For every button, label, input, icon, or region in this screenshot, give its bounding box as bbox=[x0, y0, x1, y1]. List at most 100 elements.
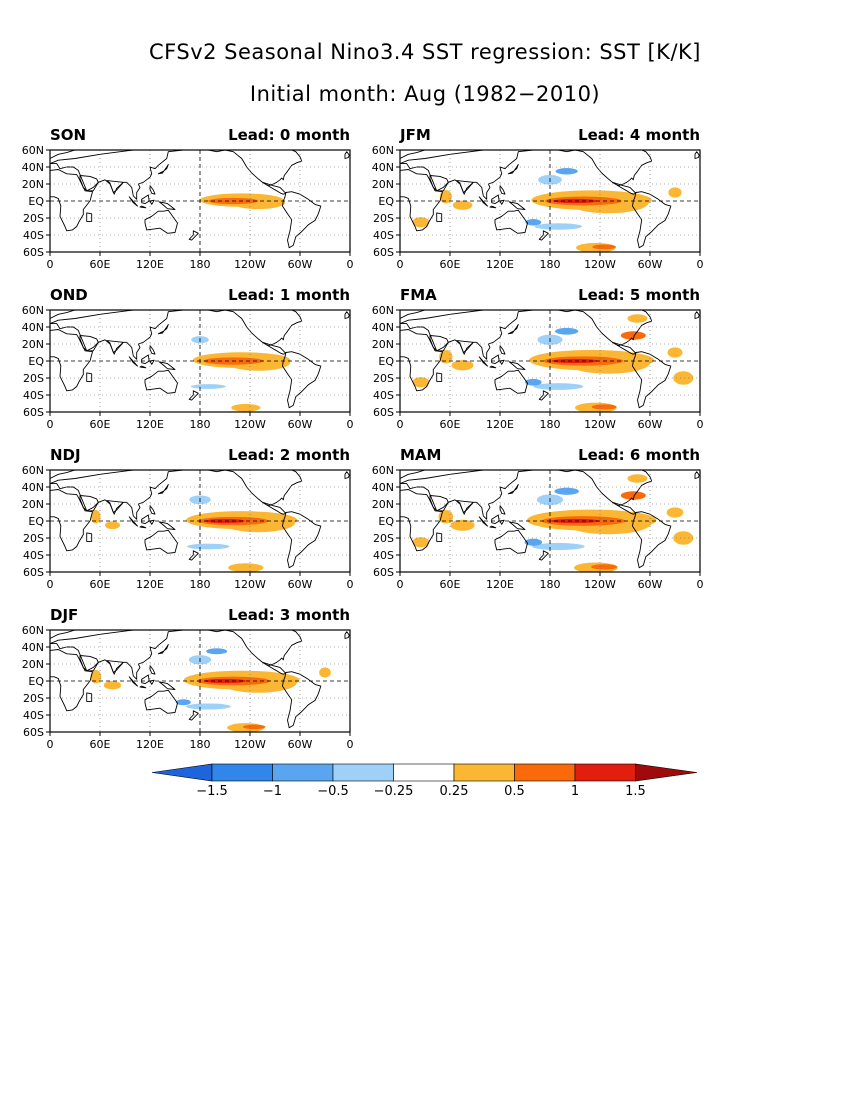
coastline bbox=[344, 311, 350, 319]
coastline bbox=[144, 209, 178, 234]
anomaly-region bbox=[666, 507, 684, 518]
coastline bbox=[557, 310, 653, 347]
coastline bbox=[429, 175, 449, 192]
anomaly-region bbox=[673, 371, 694, 385]
coastline bbox=[188, 710, 199, 721]
lat-tick-label: 40S bbox=[373, 389, 394, 402]
lat-tick-label: 60S bbox=[23, 726, 44, 739]
lat-tick-label: EQ bbox=[378, 355, 394, 368]
lat-tick-label: 20S bbox=[23, 532, 44, 545]
coastline bbox=[478, 196, 488, 207]
lat-tick-label: 40S bbox=[23, 709, 44, 722]
coastline bbox=[86, 372, 93, 382]
coastline bbox=[207, 310, 303, 347]
anomaly-region bbox=[91, 509, 101, 524]
lon-tick-label: 0 bbox=[697, 418, 704, 431]
panel-season-label: SON bbox=[50, 126, 87, 144]
lat-tick-label: 60S bbox=[23, 246, 44, 259]
lon-tick-label: 120W bbox=[584, 578, 616, 591]
lon-tick-label: 120W bbox=[584, 258, 616, 271]
lon-tick-label: 60E bbox=[440, 418, 461, 431]
lat-tick-label: EQ bbox=[378, 195, 394, 208]
lon-tick-label: 0 bbox=[397, 578, 404, 591]
anomaly-region bbox=[591, 404, 617, 410]
coastline bbox=[478, 356, 488, 367]
panel-lead-label: Lead: 1 month bbox=[228, 286, 350, 304]
coastline bbox=[86, 212, 93, 222]
coastline bbox=[128, 196, 138, 207]
lat-tick-label: 60S bbox=[23, 406, 44, 419]
panel-season-label: DJF bbox=[50, 606, 79, 624]
lat-tick-label: 40N bbox=[22, 641, 44, 654]
coastline bbox=[456, 340, 474, 353]
coastline bbox=[144, 689, 178, 714]
anomaly-region bbox=[532, 542, 585, 551]
lat-tick-label: 40S bbox=[23, 229, 44, 242]
coastline bbox=[128, 516, 138, 527]
coastline bbox=[694, 311, 700, 319]
coastline bbox=[149, 199, 155, 205]
anomaly-region bbox=[533, 383, 584, 390]
lat-tick-label: 60S bbox=[373, 566, 394, 579]
coastline bbox=[494, 529, 528, 554]
panel-season-label: NDJ bbox=[50, 446, 81, 464]
lon-tick-label: 120E bbox=[486, 578, 514, 591]
lon-tick-label: 120E bbox=[486, 418, 514, 431]
colorbar-label: −1.5 bbox=[196, 784, 228, 799]
anomaly-region bbox=[627, 314, 648, 323]
anomaly-region bbox=[554, 487, 579, 495]
coastline bbox=[139, 525, 147, 529]
coastline bbox=[50, 630, 184, 680]
map-panel-ond: OND Lead: 1 month 60N 40N 20N EQ 20S 40S 60S 0 60E… bbox=[0, 286, 400, 431]
coastline bbox=[139, 365, 147, 369]
map-panel-mam: MAM Lead: 6 month 60N 40N 20N EQ 20S 40S 60S 0 60E… bbox=[350, 446, 750, 591]
colorbar-label: 1 bbox=[571, 784, 579, 799]
anomaly-region bbox=[591, 564, 618, 570]
coastline bbox=[141, 194, 150, 205]
anomaly-region bbox=[667, 347, 683, 358]
coastline bbox=[436, 212, 443, 222]
lon-tick-label: 120W bbox=[234, 738, 266, 751]
coastline bbox=[612, 341, 637, 355]
coastline bbox=[429, 495, 449, 512]
lat-tick-label: 40N bbox=[22, 481, 44, 494]
coastline bbox=[106, 180, 124, 193]
panel-lead-label: Lead: 3 month bbox=[228, 606, 350, 624]
anomaly-region bbox=[412, 537, 430, 548]
anomaly-region bbox=[524, 538, 543, 546]
panel-lead-label: Lead: 5 month bbox=[578, 286, 700, 304]
colorbar-min-arrow bbox=[151, 763, 213, 782]
coastline bbox=[149, 359, 155, 365]
anomaly-region bbox=[552, 198, 598, 204]
colorbar-max-arrow bbox=[635, 763, 698, 782]
lon-tick-label: 120W bbox=[584, 418, 616, 431]
lon-tick-label: 60E bbox=[440, 578, 461, 591]
coastline bbox=[149, 185, 156, 195]
anomaly-region bbox=[620, 331, 646, 340]
lat-tick-label: 20N bbox=[22, 338, 44, 351]
lon-tick-label: 180 bbox=[190, 738, 211, 751]
lon-tick-label: 0 bbox=[347, 418, 354, 431]
colorbar-segment bbox=[453, 763, 515, 782]
panel-season-label: MAM bbox=[400, 446, 442, 464]
coastline bbox=[79, 175, 99, 192]
lon-tick-label: 60E bbox=[90, 578, 111, 591]
lat-tick-label: 40N bbox=[22, 321, 44, 334]
lon-tick-label: 120W bbox=[234, 418, 266, 431]
anomaly-region bbox=[555, 168, 578, 175]
panel-lead-label: Lead: 0 month bbox=[228, 126, 350, 144]
coastline bbox=[157, 164, 169, 175]
lat-tick-label: 60N bbox=[22, 624, 44, 637]
anomaly-region bbox=[439, 189, 452, 204]
coastline bbox=[508, 361, 526, 370]
lon-tick-label: 0 bbox=[347, 258, 354, 271]
coastline bbox=[538, 390, 549, 401]
coastline bbox=[157, 644, 169, 655]
anomaly-region bbox=[231, 403, 261, 412]
lon-tick-label: 180 bbox=[540, 578, 561, 591]
colorbar-segment bbox=[393, 763, 455, 782]
anomaly-region bbox=[525, 219, 542, 226]
coastline bbox=[694, 151, 700, 159]
